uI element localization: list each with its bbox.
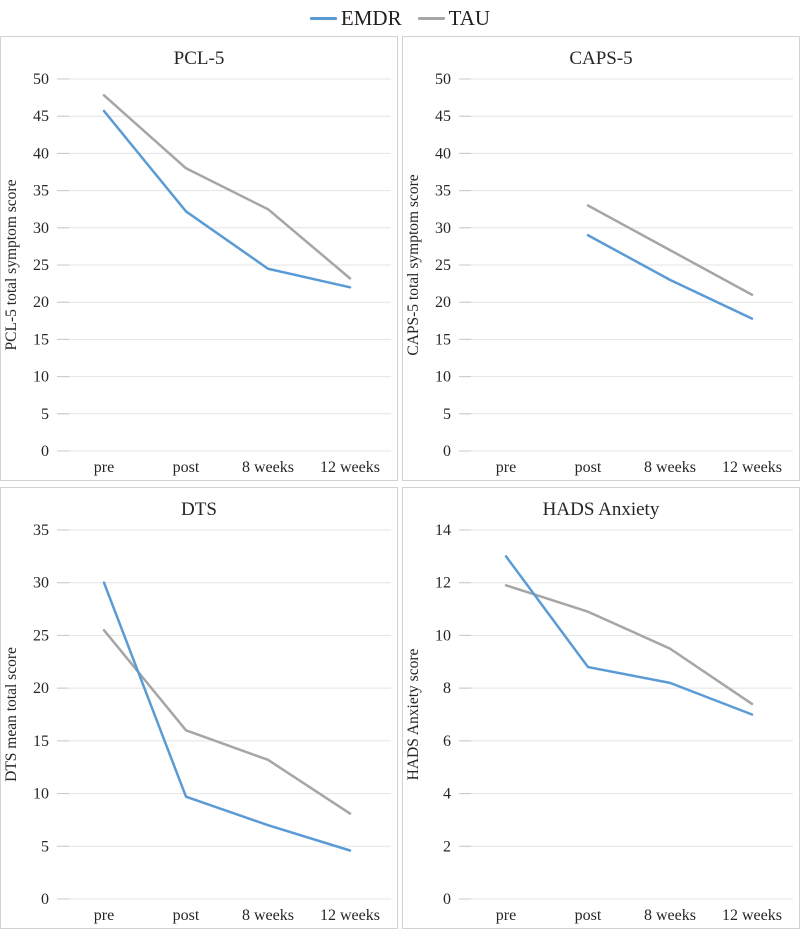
x-tick-label: post — [575, 907, 602, 924]
series-line-emdr — [586, 233, 754, 320]
y-tick-label: 0 — [41, 443, 49, 460]
series-line-emdr — [102, 581, 352, 852]
y-tick-label: 10 — [33, 786, 49, 803]
y-tick-label: 5 — [41, 838, 49, 855]
series-line-emdr — [504, 555, 754, 716]
y-tick-label: 15 — [435, 331, 451, 348]
y-tick-label: 15 — [33, 331, 49, 348]
x-tick-label: post — [575, 459, 602, 476]
chart-title: PCL-5 — [174, 48, 225, 69]
series-line-tau — [586, 204, 754, 297]
chart-dts: DTS 0 5 10 15 20 25 30 35 DTS mean total score pre… — [3, 499, 391, 924]
x-tick-label: post — [173, 907, 200, 924]
y-tick-label: 5 — [41, 406, 49, 423]
tau-line-swatch — [417, 16, 445, 20]
y-tick-label: 0 — [443, 443, 451, 460]
y-tick-label: 2 — [443, 838, 451, 855]
y-tick-label: 4 — [443, 786, 451, 803]
y-tick-label: 50 — [33, 71, 49, 88]
y-tick-label: 5 — [443, 406, 451, 423]
y-tick-label: 35 — [435, 183, 451, 200]
y-tick-label: 25 — [33, 627, 49, 644]
y-tick-label: 0 — [41, 891, 49, 908]
y-tick-label: 0 — [443, 891, 451, 908]
y-tick-label: 14 — [435, 522, 451, 539]
legend-label-emdr: EMDR — [340, 5, 402, 30]
chart-title: DTS — [181, 499, 217, 520]
x-tick-label: post — [173, 459, 200, 476]
y-tick-label: 50 — [435, 71, 451, 88]
chart-panel-hads-anxiety: HADS Anxiety 0 2 4 6 8 10 12 14 HADS Anxiety scor… — [402, 487, 800, 929]
y-tick-label: 35 — [33, 183, 49, 200]
y-axis-title: CAPS-5 total symptom score — [405, 174, 422, 355]
series-line-tau — [102, 628, 352, 815]
chart-caps-5: CAPS-5 0 5 10 15 20 25 30 35 40 45 50 CAPS-5 total s… — [405, 48, 793, 476]
x-tick-label: 12 weeks — [320, 907, 380, 924]
charts-grid: PCL-5 0 5 10 15 20 25 30 35 40 45 50 PCL-5 total sym… — [0, 36, 800, 929]
y-tick-label: 45 — [33, 108, 49, 125]
y-axis-title: HADS Anxiety score — [405, 649, 422, 781]
series-line-tau — [504, 584, 754, 706]
y-tick-label: 40 — [33, 145, 49, 162]
x-tick-label: pre — [94, 459, 114, 476]
chart-pcl-5: PCL-5 0 5 10 15 20 25 30 35 40 45 50 PCL-5 total sym… — [3, 48, 391, 476]
x-tick-label: 12 weeks — [722, 907, 782, 924]
y-tick-label: 40 — [435, 145, 451, 162]
legend-label-tau: TAU — [448, 5, 491, 30]
y-tick-label: 10 — [435, 369, 451, 386]
y-tick-label: 25 — [435, 257, 451, 274]
y-axis-title: PCL-5 total symptom score — [3, 179, 20, 350]
x-tick-label: pre — [496, 459, 516, 476]
chart-title: CAPS-5 — [569, 48, 632, 69]
x-tick-label: pre — [496, 907, 516, 924]
x-tick-label: 8 weeks — [644, 907, 696, 924]
chart-panel-dts: DTS 0 5 10 15 20 25 30 35 DTS mean total score pre… — [0, 487, 398, 929]
y-tick-label: 10 — [33, 369, 49, 386]
y-tick-label: 20 — [435, 294, 451, 311]
x-tick-label: 12 weeks — [320, 459, 380, 476]
y-tick-label: 30 — [435, 220, 451, 237]
y-axis-title: DTS mean total score — [3, 647, 20, 782]
x-tick-label: pre — [94, 907, 114, 924]
legend-item-emdr: EMDR — [309, 5, 402, 31]
y-tick-label: 15 — [33, 733, 49, 750]
x-tick-label: 8 weeks — [242, 459, 294, 476]
y-tick-label: 45 — [435, 108, 451, 125]
chart-legend: EMDR TAU — [0, 0, 800, 36]
x-tick-label: 8 weeks — [242, 907, 294, 924]
chart-panel-pcl-5: PCL-5 0 5 10 15 20 25 30 35 40 45 50 PCL-5 total sym… — [0, 36, 398, 481]
x-tick-label: 12 weeks — [722, 459, 782, 476]
emdr-line-swatch — [309, 16, 337, 20]
series-line-emdr — [102, 109, 352, 289]
y-tick-label: 8 — [443, 680, 451, 697]
chart-panel-caps-5: CAPS-5 0 5 10 15 20 25 30 35 40 45 50 CAPS-5 total s… — [402, 36, 800, 481]
y-tick-label: 30 — [33, 220, 49, 237]
chart-title: HADS Anxiety — [543, 499, 660, 520]
y-tick-label: 6 — [443, 733, 451, 750]
y-tick-label: 25 — [33, 257, 49, 274]
series-line-tau — [102, 94, 352, 280]
y-tick-label: 10 — [435, 627, 451, 644]
y-tick-label: 30 — [33, 575, 49, 592]
y-tick-label: 20 — [33, 294, 49, 311]
y-tick-label: 35 — [33, 522, 49, 539]
y-tick-label: 20 — [33, 680, 49, 697]
y-tick-label: 12 — [435, 575, 451, 592]
legend-item-tau: TAU — [417, 5, 491, 31]
x-tick-label: 8 weeks — [644, 459, 696, 476]
chart-hads-anxiety: HADS Anxiety 0 2 4 6 8 10 12 14 HADS Anxiety scor… — [405, 499, 793, 924]
